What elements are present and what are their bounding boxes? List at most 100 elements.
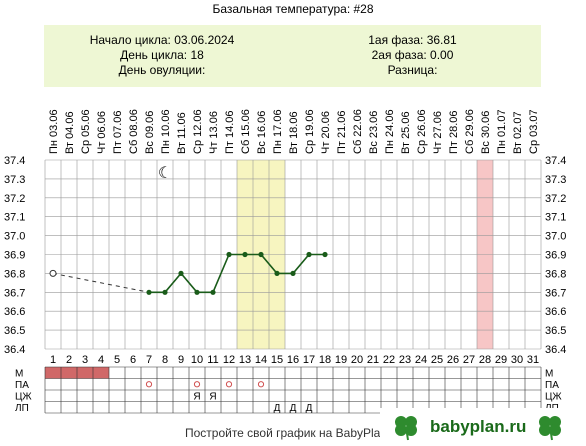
date-label: Вс 09.06	[144, 111, 156, 154]
y-tick-label-left: 36.6	[4, 306, 25, 318]
y-tick-label-left: 37.4	[4, 155, 25, 167]
logo-text: babyplan.ru	[430, 416, 527, 436]
y-tick-label-right: 37.3	[545, 174, 566, 186]
date-label: Чт 27.06	[432, 111, 444, 154]
day-number: 6	[130, 354, 136, 366]
day-number: 11	[207, 354, 218, 366]
day-number: 1	[50, 354, 56, 366]
difference-row: Разница:	[387, 63, 438, 77]
day-number: 28	[479, 354, 491, 366]
day-number: 4	[98, 354, 104, 366]
data-point	[290, 270, 296, 276]
day-number: 27	[463, 354, 475, 366]
date-label: Вт 04.06	[64, 111, 76, 154]
phase1-row: 1ая фаза: 36.81	[368, 33, 457, 47]
y-tick-label-left: 36.4	[4, 344, 25, 356]
date-label: Вт 18.06	[288, 111, 300, 154]
data-point	[146, 289, 152, 295]
day-number: 7	[146, 354, 152, 366]
day-number: 15	[271, 354, 283, 366]
day-number: 18	[319, 354, 331, 366]
date-label: Пн 10.06	[160, 109, 172, 154]
y-tick-label-left: 37.0	[4, 231, 25, 243]
y-tick-label-left: 37.3	[4, 174, 25, 186]
data-point	[194, 289, 200, 295]
lp-mark: Д	[306, 403, 313, 414]
day-number: 16	[287, 354, 299, 366]
y-tick-label-left: 36.7	[4, 287, 25, 299]
menses-cell	[45, 367, 61, 379]
date-label: Ср 05.06	[80, 109, 92, 154]
pa-mark	[193, 381, 201, 388]
day-number: 23	[399, 354, 411, 366]
day-number: 9	[178, 354, 184, 366]
y-tick-label-right: 36.7	[545, 287, 566, 299]
date-label: Пн 03.06	[48, 109, 60, 154]
cz-mark: Я	[193, 392, 200, 403]
day-number: 14	[255, 354, 267, 366]
date-label: Сб 29.06	[464, 109, 476, 154]
day-number: 10	[191, 354, 203, 366]
date-label: Пт 28.06	[448, 110, 460, 154]
data-point	[210, 289, 216, 295]
row-label-left: ПА	[15, 380, 29, 391]
cz-mark: Я	[209, 392, 216, 403]
ovulation-day-row: День овуляции:	[118, 63, 206, 77]
date-label: Вс 30.06	[480, 111, 492, 154]
moon-icon: ☾	[158, 163, 172, 182]
date-label: Вт 25.06	[400, 111, 412, 154]
phase2-row: 2ая фаза: 0.00	[371, 48, 454, 62]
date-label: Ср 19.06	[304, 109, 316, 154]
day-number: 12	[223, 354, 235, 366]
date-label: Ср 12.06	[192, 109, 204, 154]
y-tick-label-right: 37.2	[545, 193, 566, 205]
cycle-start-value: 03.06.2024	[174, 33, 235, 47]
day-number: 17	[303, 354, 315, 366]
y-tick-label-right: 37.1	[545, 212, 566, 224]
logo[interactable]: babyplan.ru	[380, 408, 586, 445]
cycle-day-value: 18	[190, 48, 204, 62]
y-tick-label-right: 36.5	[545, 325, 566, 337]
date-label: Вс 23.06	[368, 111, 380, 154]
phase1-value: 36.81	[426, 33, 457, 47]
pa-mark	[257, 381, 265, 388]
y-tick-label-right: 36.6	[545, 306, 566, 318]
day-number: 24	[415, 354, 427, 366]
y-tick-label-left: 37.1	[4, 212, 25, 224]
dashed-connector	[52, 272, 150, 293]
row-label-right: ПА	[545, 380, 559, 391]
y-tick-label-left: 37.2	[4, 193, 25, 205]
lp-mark: Д	[274, 403, 281, 414]
date-label: Ср 26.06	[416, 109, 428, 154]
y-tick-label-right: 36.4	[545, 344, 566, 356]
day-number: 8	[162, 354, 168, 366]
day-number: 25	[431, 354, 443, 366]
date-label: Пт 14.06	[224, 110, 236, 154]
cycle-start-row: Начало цикла: 03.06.2024	[89, 33, 235, 47]
date-label: Сб 22.06	[352, 109, 364, 154]
date-label: Чт 06.06	[96, 111, 108, 154]
menses-cell	[61, 367, 77, 379]
date-label: Сб 15.06	[240, 109, 252, 154]
y-tick-label-right: 36.9	[545, 250, 566, 262]
lp-mark: Д	[290, 403, 297, 414]
date-label: Вс 16.06	[256, 111, 268, 154]
day-number: 5	[114, 354, 120, 366]
data-point	[306, 251, 312, 258]
phase2-value: 0.00	[430, 48, 454, 62]
date-label: Сб 08.06	[128, 109, 140, 154]
date-label: Чт 20.06	[320, 111, 332, 154]
data-point	[274, 270, 280, 276]
y-tick-label-left: 36.9	[4, 250, 25, 262]
menses-cell	[93, 367, 109, 379]
date-label: Ср 03.07	[528, 109, 540, 154]
pa-mark	[145, 381, 153, 388]
row-label-right: М	[545, 369, 553, 380]
data-point	[258, 251, 264, 258]
day-number: 19	[335, 354, 347, 366]
data-point	[178, 270, 184, 276]
day-number: 2	[66, 354, 72, 366]
day-number: 26	[447, 354, 459, 366]
date-label: Чт 13.06	[208, 111, 220, 154]
